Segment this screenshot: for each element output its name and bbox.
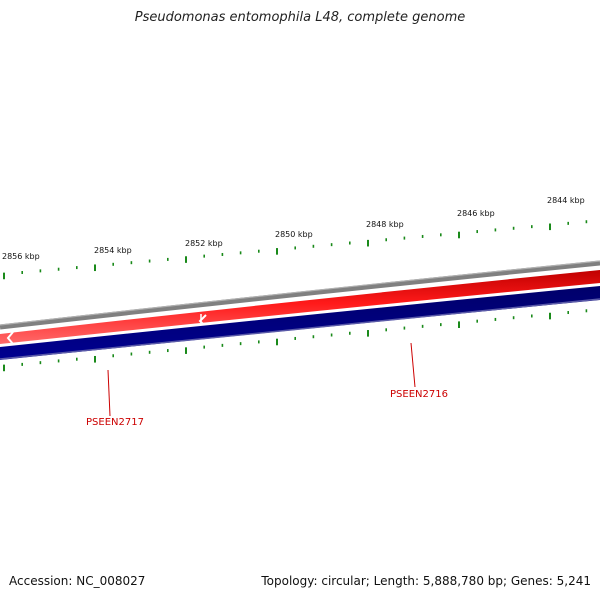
gene-label-pseen2716[interactable]: PSEEN2716 <box>390 389 448 400</box>
forward-strand-band <box>0 270 600 344</box>
inner-tick-ring <box>3 309 588 372</box>
scale-label-2848: 2848 kbp <box>366 220 404 229</box>
genome-stats-label: Topology: circular; Length: 5,888,780 bp… <box>261 574 591 588</box>
reverse-strand-band <box>0 286 600 360</box>
scale-label-2850: 2850 kbp <box>275 230 313 239</box>
gene-leader-line <box>410 342 416 388</box>
reverse-strand-edge <box>0 298 600 360</box>
accession-label: Accession: NC_008027 <box>9 574 146 588</box>
genome-backbone-highlight <box>0 260 600 326</box>
scale-label-2854: 2854 kbp <box>94 246 132 255</box>
genome-backbone <box>0 260 600 330</box>
outer-tick-ring <box>3 220 588 280</box>
gene-label-pseen2717[interactable]: PSEEN2717 <box>86 417 144 428</box>
scale-label-2846: 2846 kbp <box>457 209 495 218</box>
map-title: Pseudomonas entomophila L48, complete ge… <box>134 10 466 25</box>
gene-arrow-boundary <box>6 331 14 345</box>
scale-label-2856: 2856 kbp <box>2 252 40 261</box>
scale-label-2844: 2844 kbp <box>547 196 585 205</box>
gene-arrow-boundary <box>198 314 207 328</box>
gene-leader-line <box>107 369 111 417</box>
scale-label-2852: 2852 kbp <box>185 239 223 248</box>
